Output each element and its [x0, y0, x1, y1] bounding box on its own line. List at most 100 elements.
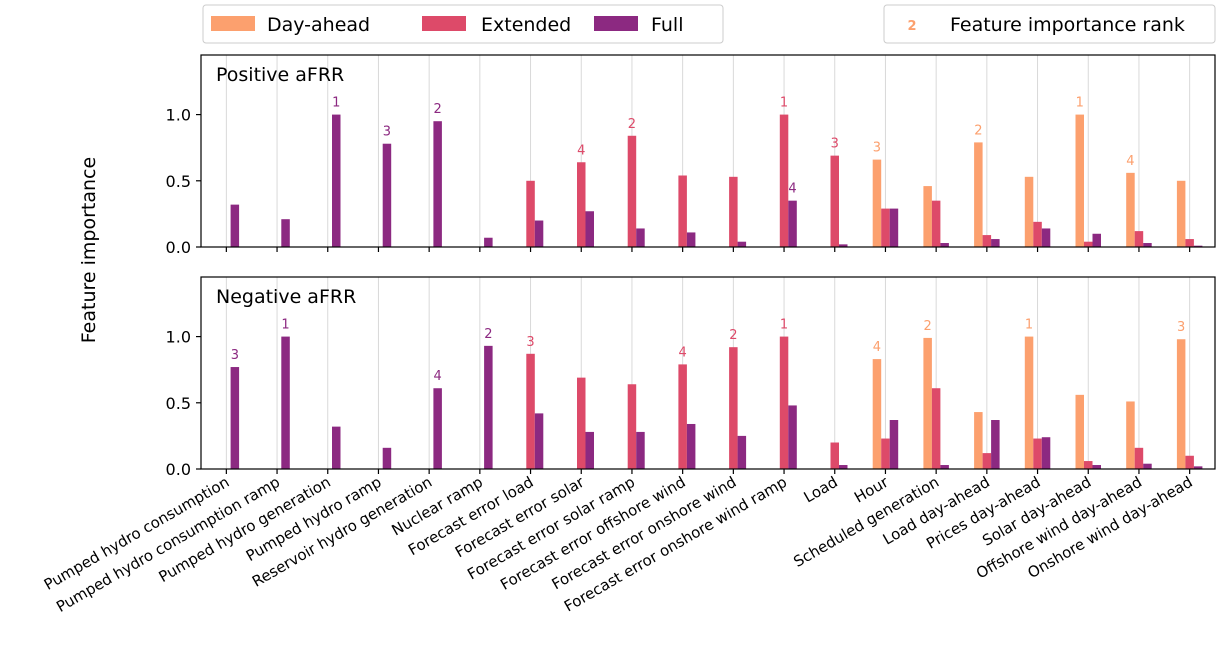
rank-label: 3: [831, 137, 839, 152]
rank-label: 3: [1177, 320, 1185, 335]
bar-day-ahead-load-day-ahead: [974, 412, 983, 469]
bar-extended-scheduled-generation: [931, 388, 941, 469]
rank-label: 4: [788, 182, 796, 197]
bar-extended-prices-day-ahead: [1033, 438, 1042, 469]
bar-full-forecast-error-onshore-wind: [737, 241, 747, 247]
bar-full-solar-day-ahead: [1092, 233, 1101, 247]
rank-label: 4: [873, 340, 881, 355]
bar-full-nuclear-ramp: [484, 345, 493, 469]
bar-extended-onshore-wind-day-ahead: [1185, 239, 1194, 247]
bar-extended-load-day-ahead: [982, 453, 992, 469]
bar-full-forecast-error-load: [534, 220, 544, 247]
x-tick-label-load: Load: [801, 473, 841, 507]
bar-full-forecast-error-solar-ramp: [636, 431, 645, 469]
bar-full-hour: [889, 208, 899, 247]
bar-extended-forecast-error-onshore-wind: [729, 347, 738, 469]
rank-label: 4: [577, 143, 585, 158]
bar-extended-hour: [881, 208, 890, 247]
bar-day-ahead-solar-day-ahead: [1075, 114, 1084, 247]
bar-day-ahead-offshore-wind-day-ahead: [1126, 401, 1135, 469]
rank-legend-label: Feature importance rank: [950, 14, 1185, 36]
bar-full-load: [839, 244, 848, 247]
bar-extended-load: [830, 442, 839, 469]
bar-extended-forecast-error-solar: [577, 377, 586, 469]
bar-extended-forecast-error-offshore-wind: [678, 175, 687, 247]
bar-full-prices-day-ahead: [1041, 437, 1051, 469]
bar-day-ahead-hour: [872, 359, 882, 469]
rank-label: 3: [383, 125, 391, 140]
bar-full-nuclear-ramp: [484, 237, 493, 247]
bar-extended-forecast-error-load: [526, 180, 535, 247]
bar-day-ahead-scheduled-generation: [923, 337, 932, 469]
bar-full-load-day-ahead: [991, 239, 1000, 247]
bar-full-forecast-error-solar-ramp: [636, 228, 645, 247]
y-tick-label: 0.5: [166, 394, 191, 413]
rank-label: 2: [434, 102, 442, 117]
bar-extended-forecast-error-solar-ramp: [627, 384, 637, 469]
rank-label: 2: [924, 319, 932, 334]
y-tick-label: 0.0: [166, 238, 191, 257]
rank-label: 2: [484, 327, 492, 342]
rank-label: 1: [1076, 96, 1084, 111]
bar-full-pumped-hydro-generation: [332, 114, 341, 247]
bar-full-forecast-error-load: [534, 413, 544, 469]
bar-full-load: [839, 465, 848, 469]
bar-extended-solar-day-ahead: [1084, 461, 1093, 469]
bar-full-forecast-error-solar: [585, 211, 594, 247]
y-tick-label: 0.5: [166, 172, 191, 191]
bar-extended-onshore-wind-day-ahead: [1185, 455, 1194, 469]
bar-day-ahead-hour: [872, 159, 882, 247]
rank-label: 1: [281, 318, 289, 333]
plot-frame: [200, 54, 1216, 248]
bar-extended-forecast-error-onshore-wind-ramp: [779, 336, 789, 469]
bar-full-scheduled-generation: [940, 465, 949, 469]
bar-day-ahead-load-day-ahead: [974, 142, 983, 247]
y-tick-label: 1.0: [166, 106, 191, 125]
rank-label: 1: [332, 96, 340, 111]
legend-swatch-day-ahead: [211, 16, 255, 31]
bar-full-forecast-error-onshore-wind-ramp: [788, 405, 797, 469]
bar-day-ahead-solar-day-ahead: [1075, 394, 1084, 469]
rank-label: 3: [873, 141, 881, 156]
panel-positive-afrr: 1 3 2 4 2 1 4 3 3 2 1 4 0.0 0.5 1.0 Positive aFRR: [166, 54, 1216, 257]
rank-label: 2: [974, 123, 982, 138]
y-axis-label: Feature importance: [78, 157, 100, 343]
bar-full-offshore-wind-day-ahead: [1143, 243, 1152, 247]
bar-extended-solar-day-ahead: [1084, 241, 1093, 247]
rank-label: 1: [780, 96, 788, 111]
bar-extended-forecast-error-offshore-wind: [678, 364, 687, 469]
bar-day-ahead-onshore-wind-day-ahead: [1176, 180, 1186, 247]
rank-label: 1: [780, 318, 788, 333]
bar-extended-forecast-error-solar-ramp: [627, 135, 637, 247]
legend-swatch-extended: [422, 16, 466, 31]
bar-full-pumped-hydro-consumption: [230, 367, 240, 469]
x-tick-label-pumped-hydro-consumption-ramp: Pumped hydro consumption ramp: [53, 473, 283, 616]
bar-extended-scheduled-generation: [931, 200, 941, 247]
bar-extended-forecast-error-solar: [577, 162, 586, 247]
bar-full-pumped-hydro-generation: [332, 426, 341, 469]
bar-extended-forecast-error-load: [526, 353, 535, 469]
bar-full-scheduled-generation: [940, 243, 949, 247]
legend: Day-ahead Extended Full 2 Feature import…: [202, 4, 1216, 44]
rank-label: 4: [1126, 154, 1134, 169]
bar-full-pumped-hydro-ramp: [382, 143, 392, 247]
panel-title: Negative aFRR: [216, 286, 356, 308]
rank-label: 4: [434, 369, 442, 384]
plot-frame: [200, 276, 1216, 470]
bar-full-pumped-hydro-ramp: [382, 447, 392, 469]
bar-extended-forecast-error-onshore-wind-ramp: [779, 114, 789, 247]
bar-extended-offshore-wind-day-ahead: [1134, 447, 1144, 469]
y-tick-label: 1.0: [166, 328, 191, 347]
bar-full-forecast-error-onshore-wind-ramp: [788, 200, 797, 247]
bar-full-reservoir-hydro-generation: [433, 388, 442, 469]
panel-negative-afrr: 3 1 4 2 3 4 2 1 4 2 1 3 0.0 0.5 1.0 Negative aFRR: [166, 276, 1216, 479]
legend-label-day-ahead: Day-ahead: [267, 14, 370, 36]
panel-title: Positive aFRR: [216, 64, 344, 86]
legend-label-full: Full: [651, 14, 684, 36]
bar-full-forecast-error-offshore-wind: [686, 232, 696, 247]
bar-full-offshore-wind-day-ahead: [1143, 463, 1152, 469]
bar-full-pumped-hydro-consumption: [230, 204, 240, 247]
